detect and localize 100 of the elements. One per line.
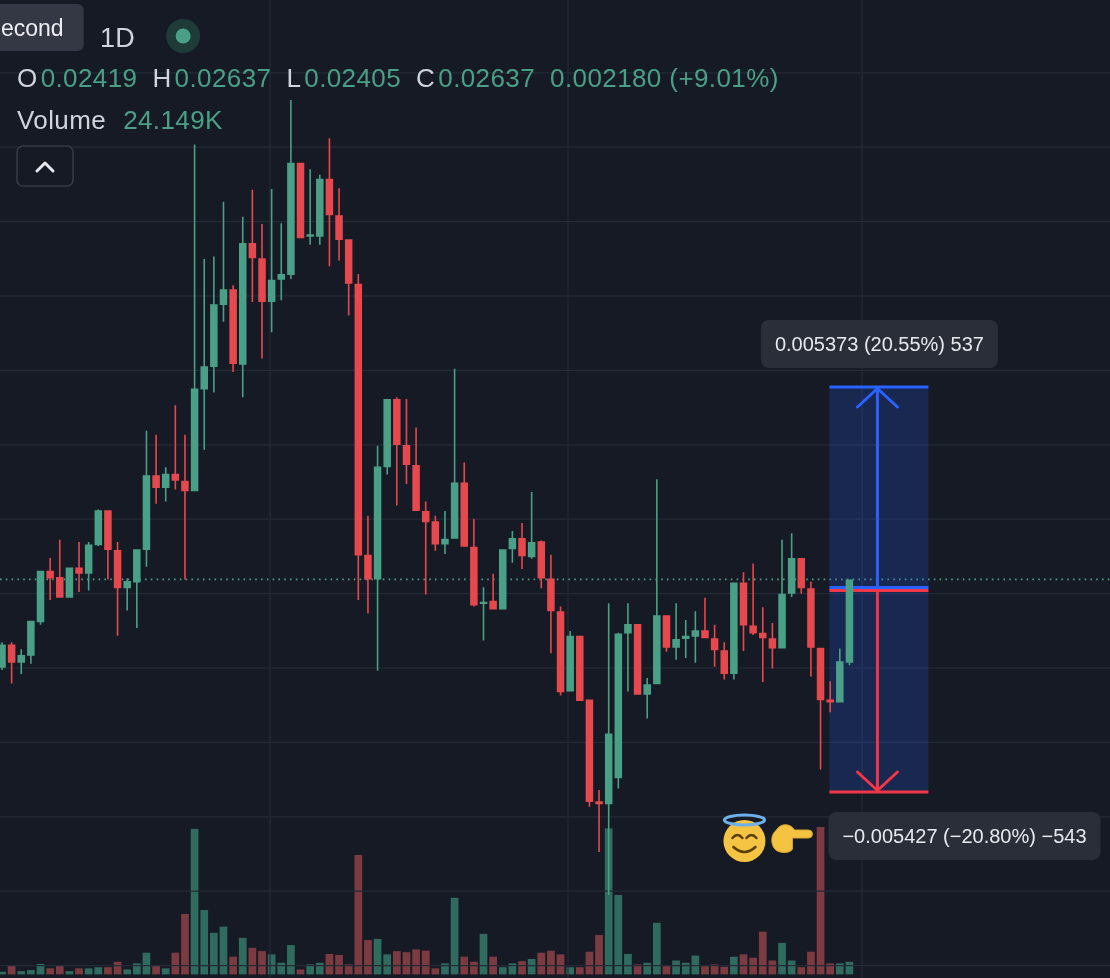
- candlestick: [595, 790, 603, 853]
- bar: [75, 968, 83, 975]
- bar: [701, 966, 709, 975]
- bar: [161, 968, 170, 975]
- bar: [229, 956, 237, 975]
- candlestick: [460, 462, 468, 547]
- bar: [547, 950, 555, 975]
- bar: [807, 951, 815, 975]
- bar: [624, 953, 632, 975]
- candlestick: [335, 188, 343, 261]
- candlestick: [412, 427, 420, 512]
- bar: [730, 956, 738, 975]
- bar: [489, 956, 497, 975]
- candlestick: [624, 603, 632, 692]
- candlestick: [287, 100, 295, 279]
- candlestick: [364, 515, 372, 614]
- bar: [787, 960, 796, 975]
- bar: [835, 963, 844, 975]
- candlestick: [547, 554, 555, 654]
- bar: [55, 965, 64, 975]
- bar: [652, 922, 661, 975]
- text: 0.02637: [438, 63, 536, 93]
- bar: [152, 965, 160, 975]
- bar: [826, 963, 835, 975]
- bar: [287, 945, 295, 975]
- candlestick: [518, 522, 526, 570]
- text: L: [286, 63, 302, 93]
- candlestick: [421, 501, 430, 595]
- bar: [527, 958, 536, 975]
- bar: [758, 931, 767, 975]
- bar: [335, 954, 343, 975]
- text: H: [152, 63, 172, 93]
- bar: [498, 967, 507, 975]
- bar: [104, 967, 112, 975]
- candlestick: [258, 224, 266, 359]
- bar: [412, 949, 420, 975]
- text: 0.002180 (+9.01%): [550, 63, 779, 93]
- candlestick: [238, 216, 247, 398]
- candlestick: [200, 259, 208, 450]
- bar: [132, 963, 141, 975]
- text: econd: [1, 15, 64, 41]
- bar: [296, 969, 305, 975]
- candlestick: [681, 619, 690, 659]
- bar: [383, 954, 392, 975]
- bar: [537, 952, 546, 975]
- candlestick: [470, 518, 478, 607]
- bar: [460, 956, 469, 975]
- candlestick: [720, 642, 729, 680]
- bar: [27, 969, 35, 975]
- bar: [17, 971, 26, 975]
- candlestick: [807, 581, 815, 677]
- bar: [720, 966, 729, 975]
- bar: [171, 952, 180, 975]
- candlestick: [56, 539, 64, 598]
- text: 0.02405: [304, 63, 402, 93]
- text: C: [416, 63, 436, 93]
- candlestick: [759, 607, 767, 682]
- annotation: 0.005373 (20.55%) 537: [774, 333, 984, 355]
- bar: [364, 940, 372, 975]
- bar: [123, 969, 132, 975]
- chart-title: 1D: [100, 23, 136, 53]
- bar: [238, 937, 247, 975]
- candlestick: [152, 434, 160, 504]
- annotation: −0.005427 (−20.80%) −543: [842, 825, 1087, 847]
- bar: [392, 951, 401, 975]
- bar: [46, 968, 54, 975]
- text: O: [17, 63, 38, 93]
- candlestick: [133, 549, 141, 628]
- bar: [258, 951, 266, 975]
- bar: [470, 961, 478, 975]
- bar: [200, 909, 209, 975]
- candlestick: [393, 397, 401, 506]
- bar: [441, 963, 449, 975]
- text: 0.02637: [174, 63, 272, 93]
- candlestick: [836, 648, 844, 703]
- bar: [575, 967, 584, 975]
- candlestick: [306, 169, 314, 245]
- candlestick: [17, 649, 26, 674]
- candlestick: [277, 223, 286, 301]
- text: 0.02419: [40, 63, 138, 93]
- candlestick: [181, 434, 189, 580]
- candlestick: [441, 511, 449, 554]
- candlestick: [75, 542, 83, 593]
- bar: [797, 967, 806, 975]
- candlestick: [210, 256, 218, 393]
- bar: [210, 932, 218, 975]
- bar: [306, 964, 315, 975]
- candlestick: [826, 681, 834, 713]
- candlestick: [489, 573, 497, 610]
- bar: [595, 935, 603, 975]
- bar: [518, 961, 526, 975]
- candlestick: [104, 510, 112, 580]
- candlestick: [749, 563, 757, 636]
- annotation: Volume: [17, 105, 107, 135]
- candlestick: [701, 597, 709, 639]
- candlestick: [643, 677, 651, 719]
- candlestick: [46, 557, 54, 601]
- bar: [672, 960, 680, 975]
- bar: [749, 957, 757, 975]
- annotation: 24.149K: [123, 105, 224, 135]
